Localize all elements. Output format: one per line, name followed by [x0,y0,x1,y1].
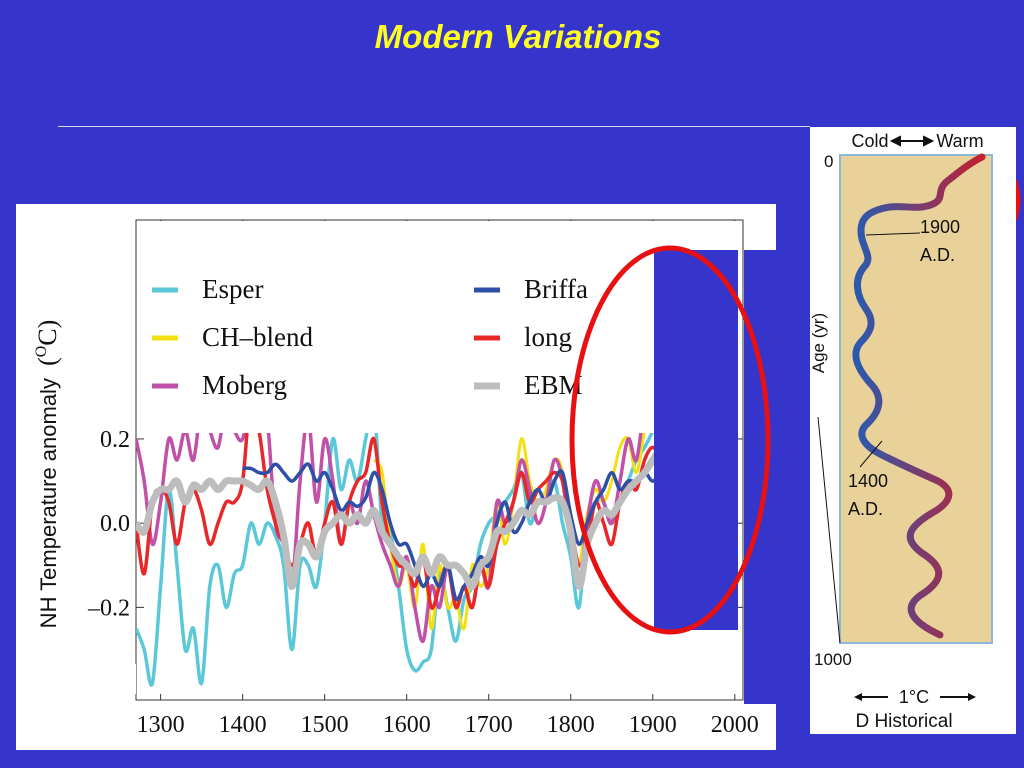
x-tick-label: 1400 [219,712,267,738]
age-axis-label: Age (yr) [810,313,828,373]
left-bottom-mask [16,664,136,694]
y-tick-label: 0.0 [100,511,130,537]
legend-label-esper: Esper [202,274,263,304]
main-chart-svg: Esper CH–blend Moberg Briffa long EBM 1300 140… [16,219,759,738]
x-tick-label: 1700 [465,712,513,738]
annotation-1900-ad: A.D. [920,245,955,265]
temperature-curve [852,153,986,639]
annotation-1400-line [859,440,883,468]
x-tick-labels: 1300 1400 1500 1600 1700 1800 1900 2000 [137,712,759,738]
annotation-1400: 1400 [848,471,888,491]
annotation-1900-line [865,232,921,236]
panel-label: D Historical [855,711,952,732]
legend-label-long: long [524,322,572,352]
legend-label-moberg: Moberg [202,370,287,400]
legend-label-briffa: Briffa [524,274,588,304]
connector-line [817,416,841,644]
legend-label-ch-blend: CH–blend [202,322,313,352]
scale-arrow-left-head-icon [854,693,862,701]
annotation-1900: 1900 [920,217,960,237]
age-top-label: 0 [824,152,833,171]
scale-arrow-right-head-icon [968,693,976,701]
legend-label-ebm: EBM [524,370,583,400]
x-tick-label: 1800 [547,712,595,738]
main-chart: Esper CH–blend Moberg Briffa long EBM 1300 140… [16,204,776,750]
x-tick-label: 2000 [711,712,759,738]
y-tick-labels: 0.2 0.0 –0.2 [87,427,130,621]
cold-label: Cold [851,131,888,151]
cold-warm-arrow-icon [889,135,935,147]
side-chart: Cold Warm 0 Age (yr) 1900 A.D. 1400 A.D.… [810,127,1016,734]
x-tick-label: 1900 [629,712,677,738]
title-divider [58,126,810,127]
side-plot-bg [839,154,993,644]
x-tick-label: 1500 [301,712,349,738]
scale-label: 1°C [899,687,929,707]
x-tick-label: 1600 [383,712,431,738]
y-axis-label: NH Temperature anomaly (OC) [33,320,62,629]
slide-title: Modern Variations [374,18,662,55]
age-bottom-label: 1000 [814,650,852,669]
x-tick-label: 1300 [137,712,185,738]
annotation-1400-ad: A.D. [848,499,883,519]
y-tick-label: 0.2 [100,427,130,453]
warm-label: Warm [936,131,983,151]
y-tick-label: –0.2 [87,595,130,621]
side-chart-svg: Cold Warm 0 Age (yr) 1900 A.D. 1400 A.D.… [810,131,993,732]
